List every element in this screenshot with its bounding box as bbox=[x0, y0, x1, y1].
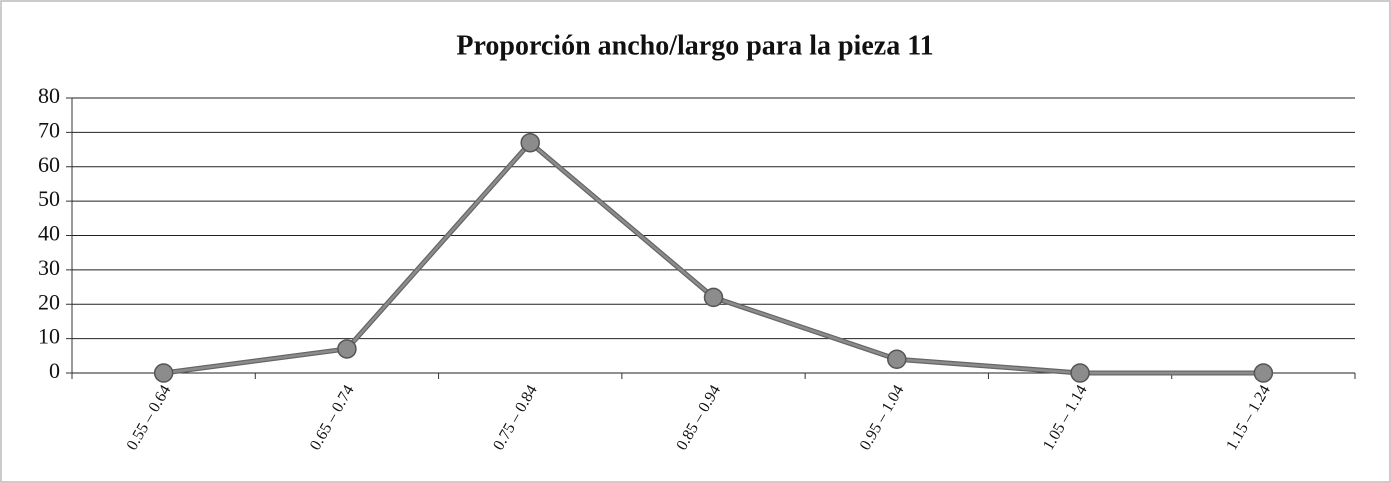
data-point bbox=[887, 349, 907, 369]
chart-title: Proporción ancho/largo para la pieza 11 bbox=[456, 30, 933, 61]
y-tick-label: 70 bbox=[38, 117, 60, 142]
y-tick-label: 20 bbox=[38, 289, 60, 314]
data-point bbox=[520, 132, 540, 153]
data-point bbox=[153, 363, 174, 383]
y-tick-label: 30 bbox=[38, 255, 60, 280]
y-tick-label: 40 bbox=[38, 221, 60, 246]
y-tick-label: 0 bbox=[49, 358, 60, 383]
y-tick-label: 60 bbox=[38, 152, 60, 177]
data-point bbox=[1070, 363, 1090, 383]
data-point bbox=[703, 287, 724, 308]
data-point bbox=[1253, 363, 1274, 383]
y-tick-label: 10 bbox=[38, 324, 60, 349]
data-point bbox=[337, 339, 357, 359]
y-tick-label: 50 bbox=[38, 186, 60, 211]
y-tick-label: 80 bbox=[38, 83, 60, 108]
